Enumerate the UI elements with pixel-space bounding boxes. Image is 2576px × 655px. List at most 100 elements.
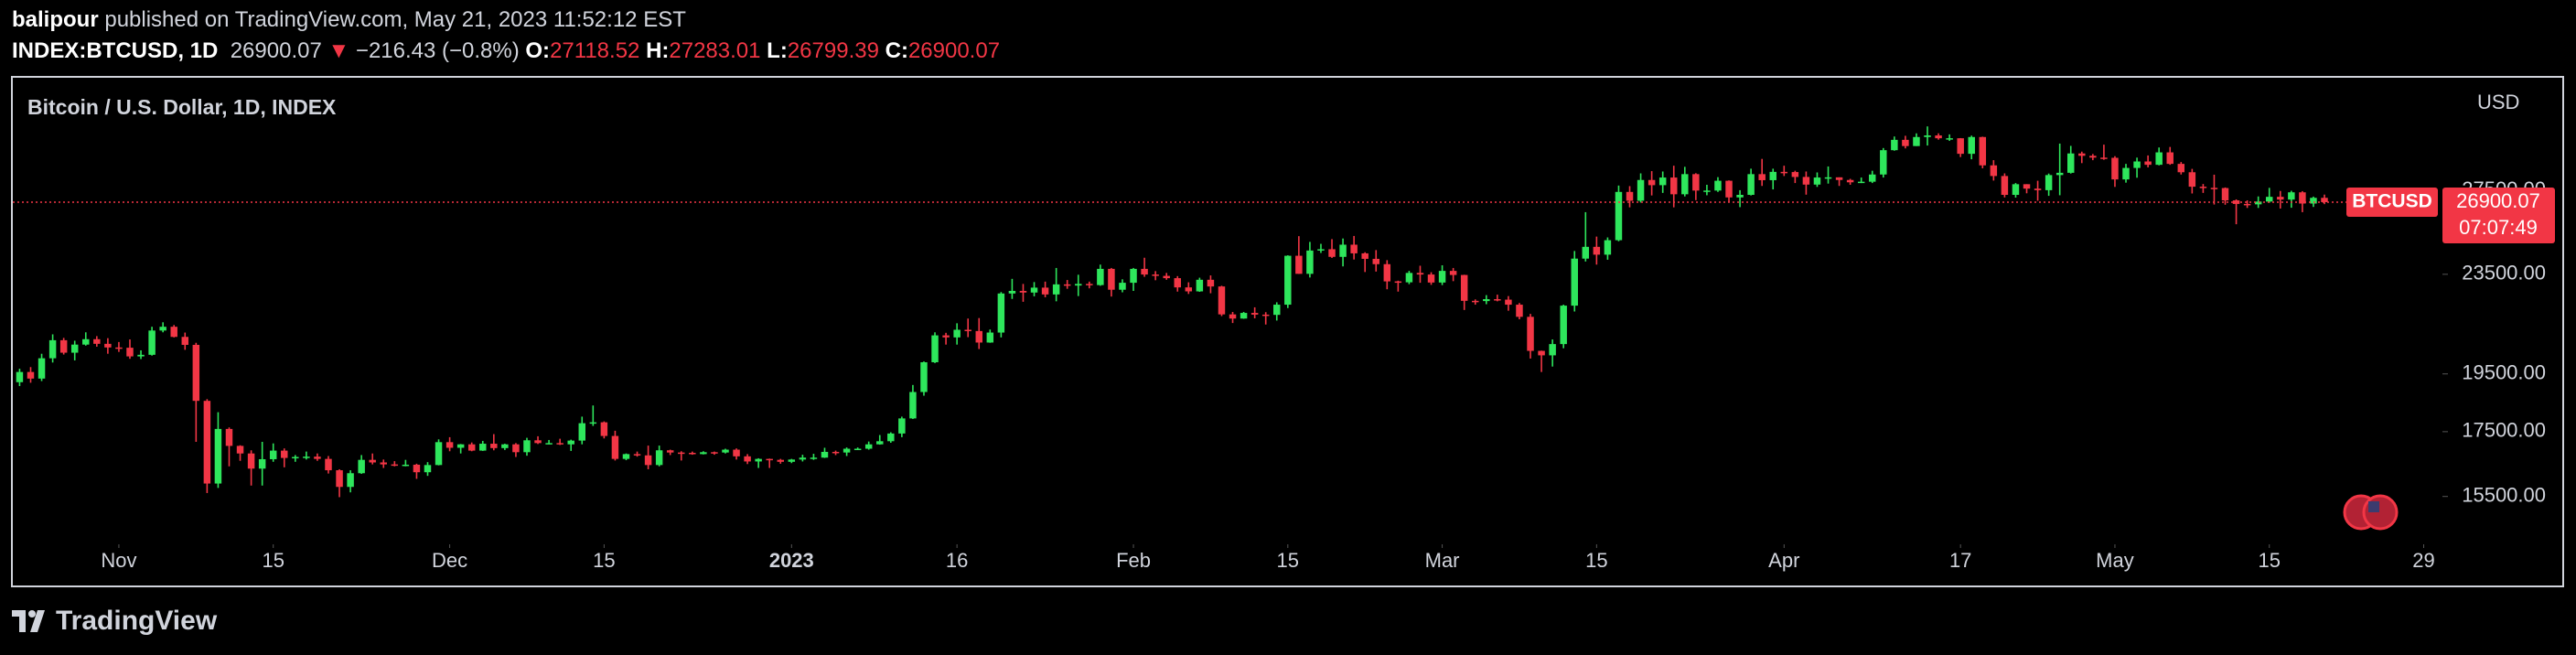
candle-body [1086,284,1093,285]
candle-body [2012,184,2020,196]
change: −216.43 (−0.8%) [355,38,520,63]
candle-body [1185,287,1193,292]
currency-label: USD [2477,91,2519,113]
candle-body [864,444,873,449]
candle-body [887,433,895,442]
open-value: 27118.52 [550,38,640,63]
y-tick-label: 17500.00 [2462,419,2546,442]
candle-body [2034,188,2042,190]
low-value: 26799.39 [787,38,879,63]
candle-body [2045,175,2053,190]
candle-body [1030,287,1038,293]
candle-body [269,450,277,459]
candle-body [644,455,652,466]
x-tick-label: Feb [1116,549,1151,572]
x-tick-label: Nov [101,549,136,572]
candle-body [2321,198,2328,202]
candle-body [997,293,1005,333]
quote-line: INDEX:BTCUSD, 1D 26900.07 ▼ −216.43 (−0.… [12,38,1000,64]
x-tick-label: Mar [1425,549,1460,572]
candle-body [159,327,166,331]
event-icons [2343,494,2399,531]
close-label: C: [885,38,908,63]
candle-body [1549,344,1556,356]
candle-body [545,443,553,445]
candle-body [48,339,57,359]
candle-body [1405,273,1413,283]
candle-body [325,458,332,471]
candle-body [1846,179,1854,183]
candle-body [567,440,574,445]
candle-body [1317,249,1325,251]
candle-body [1582,246,1590,259]
candle-body [1394,281,1402,284]
candle-body [1902,139,1909,146]
candle-body [292,456,299,459]
candle-body [1163,275,1170,279]
candle-body [1240,313,1248,319]
candle-body [1692,174,1700,191]
candle-body [1284,255,1292,306]
candle-body [843,448,851,453]
candle-body [986,332,994,343]
candle-body [953,329,961,338]
candle-body [1747,174,1755,196]
candle-body [853,448,862,451]
candle-body [456,444,465,448]
open-label: O: [525,38,551,63]
candle-body [402,464,410,467]
candle-body [1383,263,1391,282]
candle-body [38,358,46,379]
x-tick-label: 15 [593,549,615,572]
candle-body [2199,187,2207,188]
candle-body [1880,150,1887,175]
candle-body [1780,171,1788,174]
candle-body [1306,250,1314,274]
low-label: L: [767,38,788,63]
candle-body [1538,350,1545,356]
y-tick-label: 15500.00 [2462,484,2546,507]
candle-body [1483,299,1490,302]
candle-body [1968,136,1975,155]
chart-title: Bitcoin / U.S. Dollar, 1D, INDEX [27,95,337,119]
candle-body [1670,177,1678,195]
candle-body [1229,314,1237,319]
candle-body [490,444,498,448]
candle-body [589,422,597,424]
candle-body [799,457,807,460]
candle-body [1196,279,1204,292]
candle-body [2221,188,2229,201]
candle-body [722,449,729,453]
candle-body [70,344,79,353]
candle-body [942,335,950,338]
candle-body [1328,249,1336,257]
y-tick-label: 23500.00 [2462,262,2546,285]
candle-body [1813,177,1821,185]
candle-body [1372,258,1379,264]
candle-body [1979,136,1987,166]
candle-body [1273,305,1281,316]
candle-body [467,444,476,451]
candle-body [1758,174,1766,180]
candle-body [225,428,233,446]
candle-body [2299,192,2306,204]
candle-body [1505,299,1512,306]
candle-body [1516,305,1523,317]
high-value: 27283.01 [669,38,761,63]
candle-body [336,470,343,488]
candle-body [435,442,443,466]
candle-body [2133,161,2141,168]
candle-body [59,339,68,353]
x-tick-label: May [2096,549,2134,572]
candle-body [1913,136,1920,146]
x-tick-label: 15 [1277,549,1299,572]
candle-body [1075,284,1082,286]
candle-body [1658,177,1667,186]
candle-body [1449,271,1457,275]
candle-body [1725,180,1733,198]
candle-body [126,348,134,357]
candle-body [380,462,388,465]
candle-body [501,444,509,448]
candle-body [733,449,740,456]
candle-body [303,456,310,458]
